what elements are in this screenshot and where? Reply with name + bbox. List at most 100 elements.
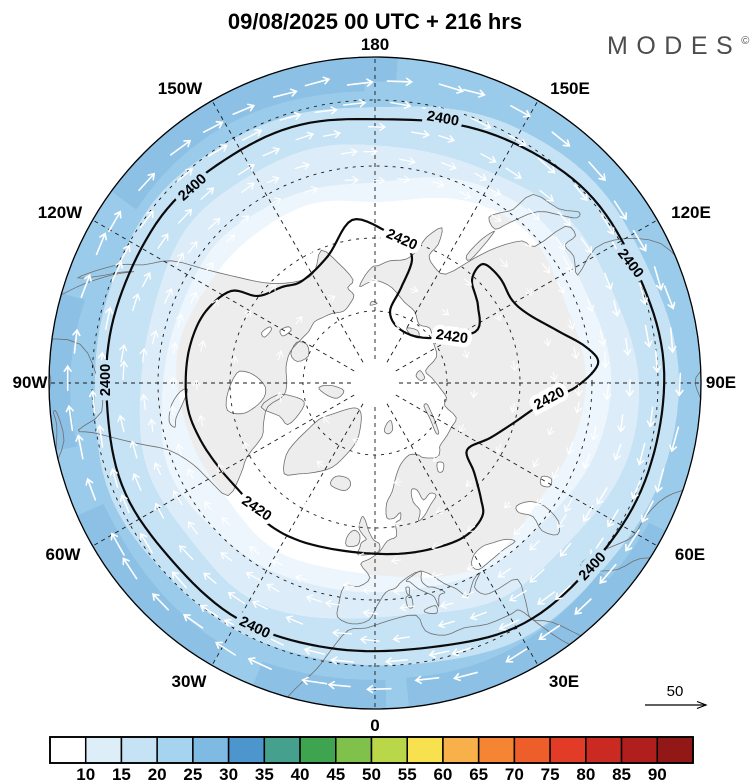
- wind-arrow: [438, 83, 465, 94]
- wind-arrow: [557, 281, 565, 294]
- landmass: [48, 471, 59, 510]
- wind-arrow: [187, 241, 198, 254]
- coastline: [415, 370, 426, 382]
- wind-arrow: [207, 218, 221, 230]
- wind-arrow: [675, 372, 684, 397]
- wind-arrow: [458, 424, 466, 433]
- wind-arrow: [308, 379, 317, 390]
- wind-arrow: [538, 625, 561, 641]
- wind-arrow: [527, 208, 540, 221]
- colorbar-cell: [335, 736, 373, 764]
- wind-arrow: [580, 237, 593, 254]
- svg-text:2400: 2400: [98, 364, 114, 396]
- wind-arrow: [499, 258, 508, 268]
- wind-arrow: [453, 671, 478, 682]
- wind-arrow: [138, 172, 156, 192]
- wind-arrow: [640, 500, 654, 523]
- coastline: [318, 385, 345, 399]
- wind-arrow: [368, 277, 379, 286]
- wind-arrow: [141, 271, 152, 288]
- wind-arrow: [164, 288, 173, 304]
- wind-arrow: [118, 244, 131, 264]
- colorbar-tick: 10: [76, 765, 95, 782]
- colorbar-tick: 90: [648, 765, 667, 782]
- wind-arrow: [176, 313, 184, 328]
- wind-arrow: [171, 571, 187, 589]
- wind-arrow: [302, 210, 314, 219]
- coastline: [345, 529, 361, 548]
- wind-arrow: [148, 418, 156, 432]
- colorbar-tick: 60: [433, 765, 452, 782]
- wind-arrow: [422, 106, 445, 115]
- wind-arrow: [221, 517, 231, 526]
- wind-arrow: [509, 403, 518, 414]
- wind-arrow: [393, 478, 402, 486]
- wind-arrow: [653, 266, 664, 291]
- wind-arrow: [206, 262, 214, 272]
- wind-arrow: [276, 391, 285, 403]
- wind-arrow: [389, 203, 401, 212]
- colorbar-cell: [84, 736, 123, 764]
- wind-arrow: [352, 520, 361, 529]
- wind-arrow: [437, 620, 456, 629]
- wind-arrow: [625, 529, 640, 552]
- wind-arrow: [214, 641, 237, 656]
- wind-arrow: [438, 134, 456, 143]
- colorbar-tick: 50: [362, 765, 381, 782]
- wind-arrow: [268, 530, 277, 538]
- wind-arrow: [414, 675, 440, 684]
- wind-arrow: [504, 501, 512, 509]
- wind-arrow: [111, 260, 123, 282]
- wind-arrows: [63, 76, 684, 694]
- wind-arrow: [223, 618, 244, 630]
- wind-arrow: [607, 509, 619, 528]
- wind-arrow: [603, 383, 612, 401]
- lake: [226, 371, 266, 414]
- wind-arrow: [344, 176, 359, 184]
- wind-arrow: [390, 556, 402, 565]
- wind-arrow: [652, 350, 662, 374]
- wind-arrow: [537, 591, 556, 605]
- wind-arrow: [342, 581, 355, 590]
- wind-arrow: [508, 590, 527, 602]
- wind-arrow: [227, 592, 246, 605]
- wind-arrow: [416, 411, 424, 421]
- wind-arrow: [391, 323, 401, 331]
- wind-arrow: [410, 130, 430, 139]
- wind-arrow: [441, 308, 450, 316]
- wind-arrow: [352, 437, 363, 446]
- wind-arrow: [510, 360, 518, 372]
- wind-arrow: [590, 425, 599, 441]
- wind-arrow: [203, 572, 217, 584]
- wind-arrow: [327, 680, 351, 690]
- wind-arrow: [359, 635, 380, 644]
- wind-arrow: [574, 401, 582, 414]
- wind-arrow: [220, 552, 233, 562]
- colorbar-cell: [513, 736, 551, 764]
- wind-arrow: [513, 524, 524, 536]
- lon-label-60W: 60W: [46, 545, 82, 564]
- colorbar-tick: 25: [183, 765, 202, 782]
- wind-arrow: [556, 513, 567, 529]
- wind-arrow: [305, 594, 323, 603]
- wind-arrow: [109, 467, 119, 488]
- brand-text: MODES: [607, 32, 741, 60]
- wind-arrow: [269, 197, 282, 205]
- wind-arrow: [353, 203, 363, 212]
- wind-arrow: [96, 424, 105, 448]
- wind-arrow: [390, 242, 400, 251]
- wind-arrow: [636, 442, 646, 466]
- map-outline: [48, 56, 702, 710]
- wind-arrow: [431, 542, 443, 551]
- wind-arrow: [557, 211, 571, 227]
- colorbar-tick: 20: [148, 765, 167, 782]
- lon-label-120W: 120W: [38, 203, 83, 222]
- wind-arrow: [197, 414, 206, 427]
- wind-arrow: [505, 648, 528, 663]
- colorbar-cell: [120, 736, 158, 764]
- coastline: [471, 538, 516, 571]
- wind-arrow: [362, 609, 379, 617]
- wind-arrow: [168, 404, 177, 416]
- wind-arrow: [573, 184, 588, 202]
- wind-arrow: [539, 189, 554, 202]
